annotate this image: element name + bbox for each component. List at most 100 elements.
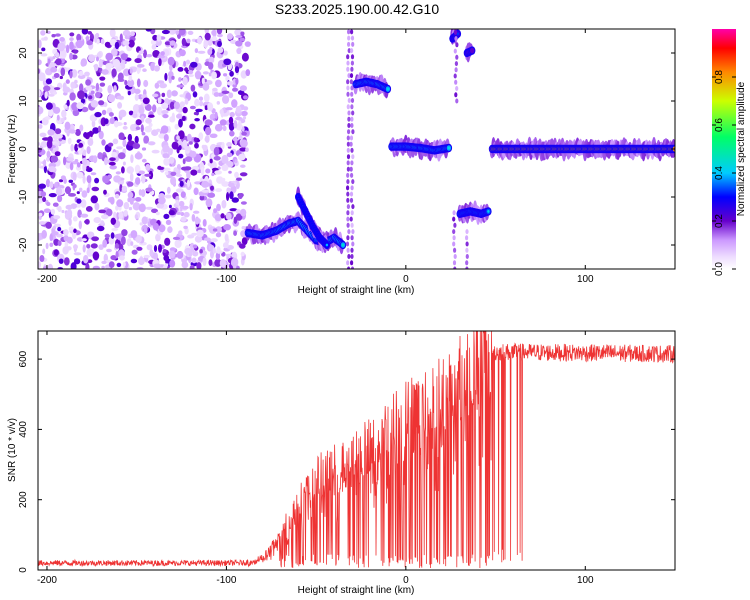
noise-blob (221, 181, 230, 187)
noise-blob (114, 193, 120, 199)
noise-blob (223, 73, 228, 77)
noise-blob (88, 54, 95, 62)
noise-blob (158, 196, 166, 205)
noise-blob (95, 91, 101, 99)
artifact-blob (346, 147, 350, 153)
artifact-blob (452, 260, 457, 266)
artifact-blob (350, 60, 354, 66)
artifact-blob (351, 241, 355, 247)
noise-blob (178, 230, 183, 236)
artifact-blob (349, 216, 353, 222)
noise-blob (45, 78, 53, 85)
noise-blob (79, 83, 84, 93)
noise-blob (98, 244, 104, 251)
artifact-blob (350, 210, 354, 216)
noise-blob (50, 155, 59, 163)
artifact-blob (349, 141, 353, 147)
noise-blob (64, 186, 72, 195)
noise-blob (68, 217, 72, 226)
noise-blob (81, 29, 89, 35)
noise-blob (58, 258, 64, 264)
noise-blob (168, 250, 176, 259)
noise-blob (234, 66, 240, 74)
artifact-blob (453, 247, 457, 253)
x-tick-label: -100 (216, 274, 236, 285)
artifact-blob (351, 41, 355, 47)
noise-blob (49, 242, 54, 247)
noise-blob (215, 232, 222, 238)
noise-blob (121, 236, 126, 246)
noise-blob (228, 92, 234, 99)
noise-blob (75, 39, 83, 49)
noise-blob (181, 37, 187, 47)
artifact-blob (350, 91, 354, 97)
noise-blob (188, 250, 192, 258)
noise-blob (146, 54, 153, 58)
noise-blob (203, 39, 209, 49)
noise-blob (216, 101, 220, 105)
artifact-blob (350, 185, 354, 191)
noise-blob (199, 249, 203, 254)
noise-blob (170, 171, 177, 176)
noise-blob (144, 173, 152, 177)
noise-blob (43, 85, 51, 92)
noise-blob (142, 68, 147, 72)
noise-blob (76, 191, 80, 195)
noise-blob (152, 93, 159, 98)
noise-blob (150, 62, 156, 71)
noise-blob (157, 166, 165, 170)
noise-blob (72, 184, 77, 189)
track-peak (447, 146, 451, 150)
noise-blob (147, 114, 155, 118)
noise-blob (204, 119, 213, 126)
noise-blob (71, 69, 78, 78)
noise-blob (178, 153, 184, 159)
noise-blob (55, 33, 61, 37)
noise-blob (74, 159, 79, 163)
noise-blob (46, 139, 53, 149)
noise-blob (193, 210, 200, 214)
noise-blob (241, 226, 246, 230)
noise-blob (47, 263, 54, 269)
artifact-blob (347, 29, 351, 35)
snr-frame (37, 330, 676, 571)
noise-blob (166, 89, 172, 99)
noise-blob (176, 113, 183, 119)
noise-blob (164, 194, 172, 199)
noise-blob (130, 241, 134, 246)
noise-blob (191, 214, 196, 222)
noise-blob (118, 152, 126, 160)
noise-blob (40, 30, 46, 36)
noise-blob (140, 115, 145, 123)
noise-blob (231, 197, 239, 203)
noise-blob (68, 193, 76, 197)
noise-blob (204, 126, 212, 136)
noise-blob (225, 107, 233, 111)
noise-blob (53, 215, 61, 220)
noise-blob (63, 104, 68, 109)
noise-blob (140, 124, 144, 133)
noise-blob (171, 141, 179, 150)
noise-blob (153, 245, 158, 252)
noise-blob (178, 29, 186, 36)
noise-blob (141, 158, 147, 163)
noise-blob (197, 50, 206, 54)
noise-blob (110, 217, 117, 225)
noise-blob (163, 213, 170, 220)
noise-blob (184, 156, 193, 162)
snr-x-label: Height of straight line (km) (298, 585, 415, 596)
artifact-blob (346, 216, 350, 222)
noise-blob (74, 143, 79, 152)
noise-blob (167, 126, 171, 133)
noise-blob (180, 191, 186, 199)
noise-blob (222, 95, 230, 104)
noise-blob (141, 147, 147, 151)
artifact-blob (453, 222, 457, 228)
noise-blob (194, 235, 203, 243)
noise-blob (241, 131, 247, 136)
noise-blob (105, 208, 113, 217)
noise-blob (38, 199, 43, 204)
noise-blob (81, 190, 88, 198)
noise-blob (78, 142, 84, 148)
